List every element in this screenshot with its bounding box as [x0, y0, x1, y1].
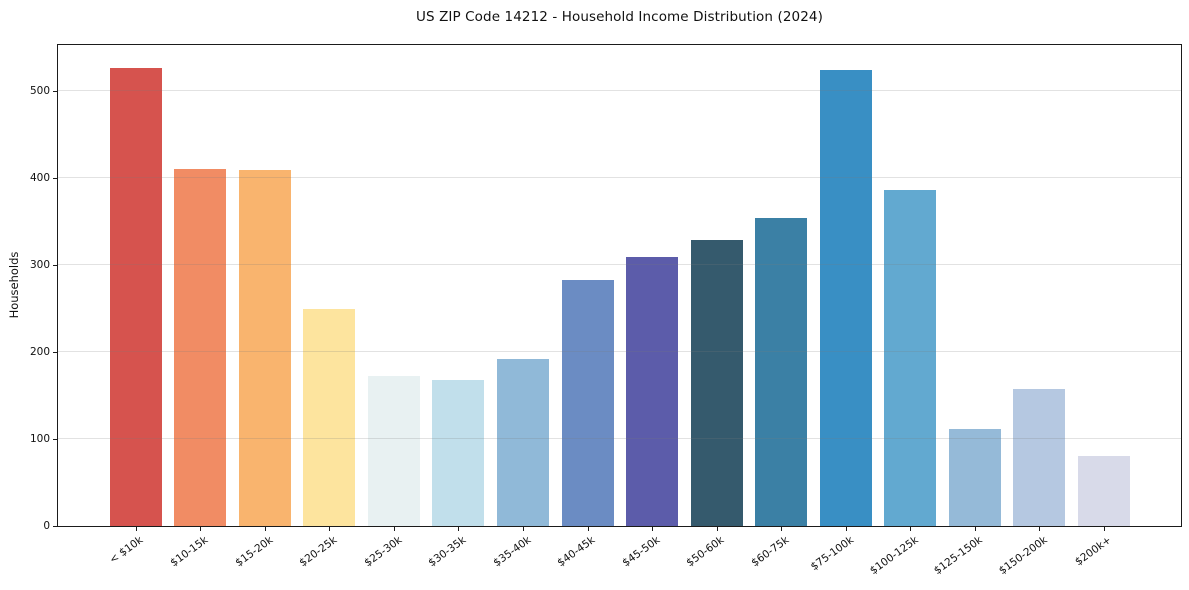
- x-tick-mark: [200, 527, 202, 531]
- x-tick-mark: [1039, 527, 1041, 531]
- x-tick-mark: [264, 527, 266, 531]
- bar-$45-50k: [626, 257, 679, 526]
- bar-$150-200k: [1013, 389, 1066, 526]
- x-tick-label-text: $40-45k: [555, 534, 598, 570]
- bar-$35-40k: [497, 359, 549, 526]
- x-tick-label-text: $30-35k: [426, 534, 469, 570]
- y-tick-mark: [53, 178, 57, 180]
- bar-$125-150k: [948, 429, 1001, 526]
- bar-$25-30k: [367, 375, 420, 526]
- x-tick-label-text: $45-50k: [620, 534, 663, 570]
- y-tick-label: 300: [29, 258, 50, 271]
- y-tick-label: 400: [29, 171, 50, 184]
- x-tick-mark: [458, 527, 460, 531]
- bar-< $10k: [109, 67, 162, 526]
- plot-area: [57, 44, 1182, 527]
- gridline-500: [58, 90, 1181, 92]
- x-tick-mark: [974, 527, 976, 531]
- y-tick-label: 0: [43, 519, 50, 532]
- gridline-300: [58, 264, 1181, 266]
- y-tick-mark: [53, 91, 57, 93]
- x-tick-mark: [523, 527, 524, 531]
- x-tick-mark: [1103, 527, 1105, 531]
- bar-$200k+: [1077, 455, 1130, 526]
- x-tick-mark: [845, 527, 847, 531]
- x-tick-label-text: $50-60k: [684, 534, 727, 570]
- y-tick-label: 500: [29, 84, 50, 97]
- x-tick-label-text: $35-40k: [490, 534, 534, 570]
- x-tick-mark: [781, 527, 783, 531]
- x-tick-label-text: $200k+: [1073, 534, 1114, 569]
- y-tick-mark: [53, 352, 57, 354]
- x-tick-mark: [393, 527, 395, 531]
- y-tick-label: 100: [29, 432, 50, 445]
- x-tick-label-text: $10-15k: [168, 534, 211, 570]
- bar-$100-125k: [884, 190, 937, 526]
- y-tick-label: 200: [29, 345, 50, 358]
- x-tick-mark: [910, 527, 912, 531]
- bar-$30-35k: [432, 379, 485, 526]
- x-tick-label-text: $75-100k: [808, 534, 856, 574]
- bar-$40-45k: [561, 279, 614, 526]
- bar-$20-25k: [303, 308, 356, 526]
- x-tick-label-text: $20-25k: [297, 534, 340, 570]
- bar-$50-60k: [690, 239, 743, 526]
- x-tick-mark: [329, 527, 331, 531]
- bar-$60-75k: [755, 218, 808, 526]
- chart-title: US ZIP Code 14212 - Household Income Dis…: [416, 9, 823, 25]
- x-tick-mark: [652, 527, 654, 531]
- x-tick-label-text: $15-20k: [232, 534, 275, 570]
- x-tick-mark: [587, 527, 589, 531]
- x-tick-label-text: $125-150k: [932, 534, 985, 578]
- x-tick-label-text: $100-125k: [867, 534, 921, 578]
- x-tick-label-text: $150-200k: [996, 534, 1050, 578]
- gridline-400: [58, 177, 1181, 179]
- gridline-200: [58, 351, 1181, 353]
- gridline-100: [58, 438, 1181, 440]
- bar-$10-15k: [174, 169, 227, 526]
- bar-$15-20k: [238, 170, 291, 526]
- x-tick-mark: [716, 527, 718, 531]
- bar-$75-100k: [819, 70, 872, 526]
- x-tick-label-text: < $10k: [107, 534, 146, 567]
- x-tick-label-text: $25-30k: [361, 534, 404, 570]
- x-tick-mark: [135, 527, 137, 531]
- y-tick-mark: [53, 439, 57, 441]
- x-tick-label-text: $60-75k: [749, 534, 792, 570]
- y-tick-mark: [53, 265, 57, 267]
- y-tick-mark: [53, 526, 57, 527]
